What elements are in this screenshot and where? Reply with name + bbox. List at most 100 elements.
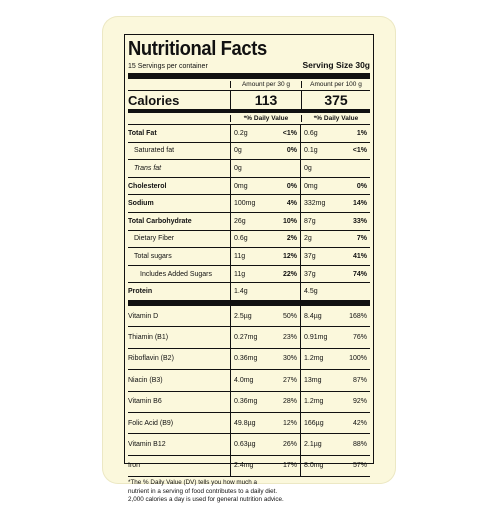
nutrient-row: Sodium 100mg 4% 332mg 14% bbox=[128, 195, 370, 213]
amount-per-serving: 0.27mg bbox=[230, 327, 268, 348]
daily-value-per-100g: 57% bbox=[352, 462, 367, 470]
vitamin-label: Vitamin B12 bbox=[128, 440, 166, 448]
daily-value-per-serving: 28% bbox=[282, 398, 297, 406]
amount-per-serving: 0g bbox=[230, 160, 268, 177]
nutrient-label: Dietary Fiber bbox=[134, 235, 175, 243]
amount-per-100g: 0.6g bbox=[300, 125, 336, 142]
amount-per-serving: 0.63µg bbox=[230, 434, 268, 455]
vitamin-row: Folic Acid (B9) 49.8µg 12% 166µg 42% bbox=[128, 412, 370, 435]
vitamin-label: Riboflavin (B2) bbox=[128, 355, 174, 363]
amount-per-serving: 0mg bbox=[230, 177, 268, 195]
daily-value-header-serving: *% Daily Value bbox=[230, 115, 301, 122]
daily-value-per-100g: 14% bbox=[352, 200, 367, 208]
daily-value-per-serving: 0% bbox=[286, 182, 297, 190]
nutrient-label: Saturated fat bbox=[134, 147, 175, 155]
daily-value-per-100g bbox=[336, 283, 370, 300]
footnote-line: 2,000 calories a day is used for general… bbox=[128, 496, 284, 504]
daily-value-per-serving: 23% bbox=[282, 334, 297, 342]
daily-value-per-serving: 0% bbox=[286, 147, 297, 155]
amount-per-100g: 2g bbox=[300, 230, 336, 248]
footnote: *The % Daily Value (DV) tells you how mu… bbox=[128, 477, 370, 505]
nutrition-facts-panel: Nutritional Facts 15 Servings per contai… bbox=[124, 34, 374, 503]
daily-value-per-100g: 76% bbox=[352, 334, 367, 342]
daily-value-per-serving: 50% bbox=[282, 312, 297, 320]
amount-per-serving: 0g bbox=[230, 142, 268, 160]
amount-per-serving: 0.36mg bbox=[230, 348, 268, 370]
amount-per-serving: 2.5µg bbox=[230, 305, 268, 327]
nutrient-label: Includes Added Sugars bbox=[140, 270, 212, 278]
amount-per-100g: 1.2mg bbox=[300, 391, 336, 412]
daily-value-per-100g: 42% bbox=[352, 419, 367, 427]
amount-per-100g: 37g bbox=[300, 265, 336, 283]
vitamin-label: Thiamin (B1) bbox=[128, 334, 169, 342]
daily-value-per-serving: 26% bbox=[282, 440, 297, 448]
label-title: Nutritional Facts bbox=[128, 38, 267, 60]
daily-value-per-serving bbox=[268, 283, 300, 300]
amount-per-serving: 49.8µg bbox=[230, 412, 268, 434]
daily-value-per-100g: 100% bbox=[349, 355, 367, 363]
nutrient-row: Total Carbohydrate 26g 10% 87g 33% bbox=[128, 212, 370, 231]
daily-value-per-100g: 41% bbox=[352, 252, 367, 260]
calories-label: Calories bbox=[128, 92, 180, 108]
vitamin-row: Vitamin B12 0.63µg 26% 2.1µg 88% bbox=[128, 434, 370, 456]
daily-value-per-serving: 22% bbox=[282, 270, 297, 278]
calories-per-serving: 113 bbox=[230, 91, 301, 109]
servings-row: 15 Servings per container Serving Size 3… bbox=[128, 60, 370, 79]
daily-value-per-100g: <1% bbox=[352, 147, 367, 155]
amount-per-100g: 0mg bbox=[300, 177, 336, 195]
vitamin-row: Niacin (B3) 4.0mg 27% 13mg 87% bbox=[128, 370, 370, 392]
amount-per-serving: 0.2g bbox=[230, 125, 268, 142]
daily-value-per-100g: 0% bbox=[356, 182, 367, 190]
amount-per-serving: 0.36mg bbox=[230, 391, 268, 412]
vitamin-label: Folic Acid (B9) bbox=[128, 419, 174, 427]
daily-value-per-100g: 92% bbox=[352, 398, 367, 406]
amount-per-100g: 4.5g bbox=[300, 283, 336, 300]
nutrient-label: Total sugars bbox=[134, 252, 172, 260]
amount-per-serving: 1.4g bbox=[230, 283, 268, 300]
daily-value-per-serving: 10% bbox=[282, 217, 297, 225]
daily-value-per-serving: 30% bbox=[282, 355, 297, 363]
vitamin-row: Riboflavin (B2) 0.36mg 30% 1.2mg 100% bbox=[128, 348, 370, 371]
amount-header-row: Amount per 30 g Amount per 100 g bbox=[128, 79, 370, 90]
nutrient-label: Cholesterol bbox=[128, 182, 167, 190]
nutrient-row: Protein 1.4g 4.5g bbox=[128, 283, 370, 306]
daily-value-per-serving: <1% bbox=[282, 129, 297, 137]
amount-per-100g: 2.1µg bbox=[300, 434, 336, 455]
amount-per-100g: 1.2mg bbox=[300, 348, 336, 370]
nutrient-table: Total Fat 0.2g <1% 0.6g 1% Saturated fat 0g 0% 0… bbox=[128, 125, 370, 306]
daily-value-per-serving: 12% bbox=[282, 419, 297, 427]
daily-value-per-100g: 1% bbox=[356, 129, 367, 137]
daily-value-per-serving: 2% bbox=[286, 235, 297, 243]
daily-value-per-100g: 74% bbox=[352, 270, 367, 278]
amount-per-100g: 87g bbox=[300, 212, 336, 230]
vitamin-table: Vitamin D 2.5µg 50% 8.4µg 168% Thiamin (B1) 0.… bbox=[128, 305, 370, 478]
vitamin-row: Thiamin (B1) 0.27mg 23% 0.91mg 76% bbox=[128, 327, 370, 349]
nutrient-row: Saturated fat 0g 0% 0.1g <1% bbox=[128, 142, 370, 161]
vitamin-row: Vitamin B6 0.36mg 28% 1.2mg 92% bbox=[128, 391, 370, 413]
amount-per-100g: 8.0mg bbox=[300, 455, 336, 477]
amount-per-serving: 4.0mg bbox=[230, 370, 268, 391]
vitamin-label: Iron bbox=[128, 462, 141, 470]
amount-per-100g: 8.4µg bbox=[300, 305, 336, 327]
servings-per-container: 15 Servings per container bbox=[128, 63, 208, 70]
amount-per-serving: 0.6g bbox=[230, 230, 268, 248]
vitamin-row: Vitamin D 2.5µg 50% 8.4µg 168% bbox=[128, 305, 370, 328]
amount-per-100g: 37g bbox=[300, 248, 336, 265]
amount-per-100g: 332mg bbox=[300, 195, 336, 212]
daily-value-per-100g: 87% bbox=[352, 376, 367, 384]
amount-per-100g-header: Amount per 100 g bbox=[301, 81, 370, 88]
vitamin-label: Vitamin D bbox=[128, 312, 159, 320]
nutrient-label: Sodium bbox=[128, 200, 154, 208]
amount-per-serving: 11g bbox=[230, 265, 268, 283]
vitamin-row: Iron 2.4mg 17% 8.0mg 57% bbox=[128, 455, 370, 478]
daily-value-per-serving: 4% bbox=[286, 200, 297, 208]
amount-per-serving: 11g bbox=[230, 248, 268, 265]
daily-value-header-row: *% Daily Value *% Daily Value bbox=[128, 113, 370, 125]
amount-per-serving: 26g bbox=[230, 212, 268, 230]
nutrient-row: Total Fat 0.2g <1% 0.6g 1% bbox=[128, 125, 370, 143]
nutrient-row: Total sugars 11g 12% 37g 41% bbox=[128, 248, 370, 266]
serving-size: Serving Size 30g bbox=[302, 60, 370, 70]
vitamin-label: Niacin (B3) bbox=[128, 376, 163, 384]
amount-per-100g: 0.91mg bbox=[300, 327, 336, 348]
daily-value-per-100g: 33% bbox=[352, 217, 367, 225]
